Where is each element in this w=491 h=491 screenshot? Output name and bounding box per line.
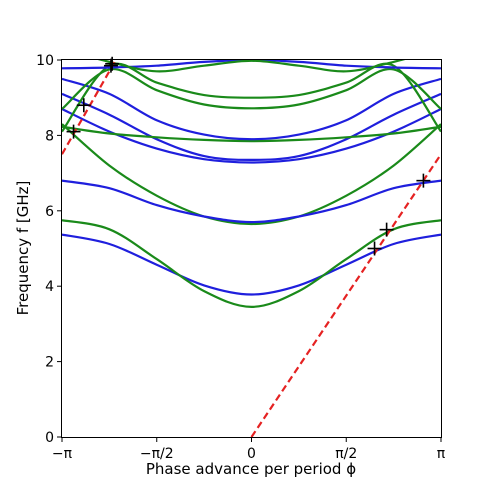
series-line-green-3 bbox=[62, 123, 441, 226]
x-tick-label: −π/2 bbox=[140, 446, 174, 462]
intersection-marker-2 bbox=[379, 222, 394, 237]
series-line-blue-8 bbox=[62, 77, 441, 141]
series-line-blue-6 bbox=[62, 92, 441, 161]
intersection-marker-6 bbox=[103, 58, 118, 73]
intersection-marker-1 bbox=[367, 241, 382, 256]
intersection-marker-3 bbox=[416, 173, 431, 188]
intersection-marker-5 bbox=[76, 98, 91, 113]
y-tick-label: 0 bbox=[45, 430, 54, 446]
y-tick-label: 6 bbox=[45, 204, 54, 220]
light-line-2 bbox=[62, 60, 117, 155]
x-tick-label: −π bbox=[52, 446, 73, 462]
y-tick-label: 10 bbox=[36, 53, 54, 69]
series-line-blue-11 bbox=[62, 60, 441, 70]
series-line-green-7 bbox=[62, 125, 441, 143]
series-line-blue-5 bbox=[62, 108, 441, 164]
x-tick-label: π/2 bbox=[335, 446, 357, 462]
x-tick-label: 0 bbox=[247, 446, 256, 462]
y-axis-ticks: 0 2 4 6 8 10 bbox=[36, 53, 62, 446]
series-line-green-9 bbox=[62, 68, 441, 110]
intersection-marker-7 bbox=[105, 56, 120, 71]
intersection-marker-4 bbox=[66, 124, 81, 139]
y-axis-label: Frequency f [GHz] bbox=[14, 181, 32, 316]
series-line-green-12 bbox=[97, 60, 406, 73]
x-tick-label: π bbox=[437, 446, 446, 462]
series-line-blue-1 bbox=[62, 233, 441, 296]
x-axis-ticks: −π −π/2 0 π/2 π bbox=[52, 437, 446, 462]
plot-content bbox=[62, 60, 441, 437]
series-line-blue-4 bbox=[62, 179, 441, 224]
y-tick-label: 4 bbox=[45, 279, 54, 295]
y-tick-label: 2 bbox=[45, 355, 54, 371]
y-tick-label: 8 bbox=[45, 128, 54, 144]
series-line-green-2 bbox=[62, 219, 441, 308]
light-line-1 bbox=[250, 153, 441, 437]
x-axis-label: Phase advance per period ϕ bbox=[146, 460, 356, 478]
